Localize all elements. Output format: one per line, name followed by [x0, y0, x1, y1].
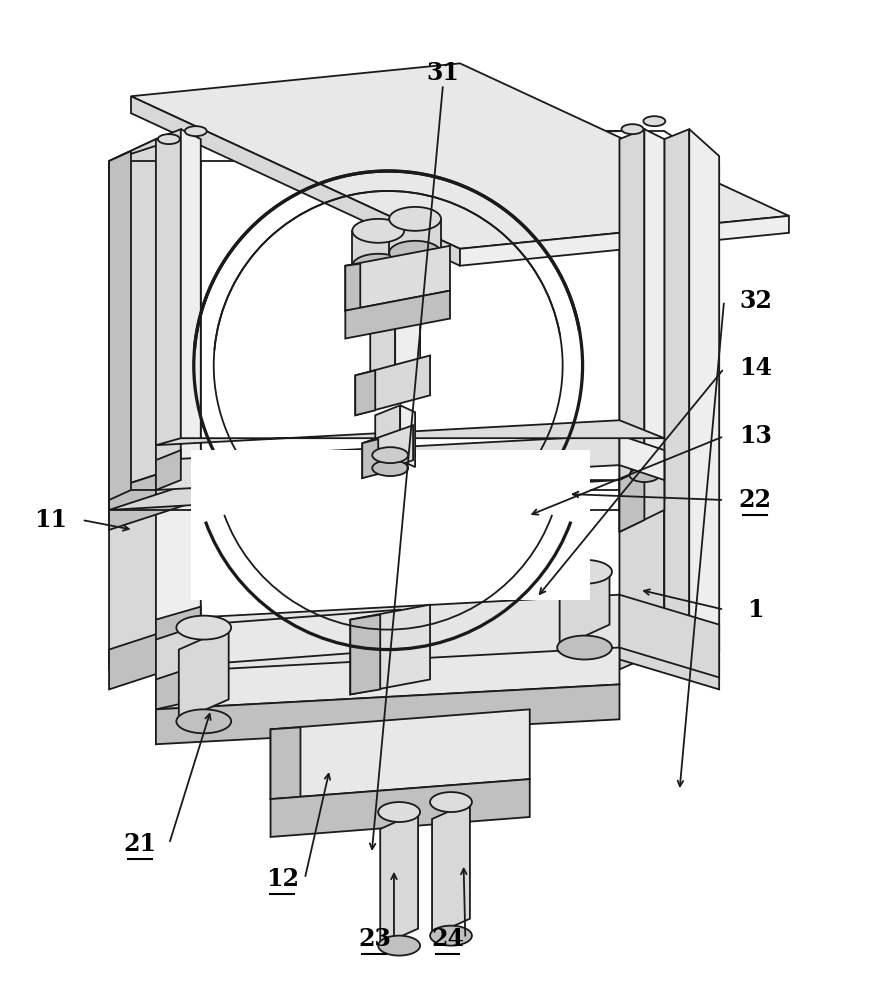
Ellipse shape: [557, 560, 611, 584]
Polygon shape: [663, 139, 719, 650]
Polygon shape: [389, 219, 441, 253]
Polygon shape: [619, 139, 663, 669]
Polygon shape: [432, 802, 469, 936]
Polygon shape: [270, 779, 529, 837]
Polygon shape: [460, 216, 788, 266]
Ellipse shape: [378, 802, 419, 822]
Ellipse shape: [372, 460, 408, 476]
Text: 13: 13: [738, 424, 771, 448]
Polygon shape: [355, 355, 430, 415]
Polygon shape: [109, 151, 131, 500]
Text: 12: 12: [266, 867, 299, 891]
Ellipse shape: [430, 792, 471, 812]
Ellipse shape: [352, 254, 404, 278]
Polygon shape: [619, 129, 644, 510]
Polygon shape: [109, 460, 200, 530]
Polygon shape: [619, 468, 644, 532]
Polygon shape: [200, 620, 619, 660]
Text: 21: 21: [123, 832, 156, 856]
Polygon shape: [345, 246, 450, 311]
Ellipse shape: [176, 709, 231, 733]
Polygon shape: [190, 450, 589, 600]
Polygon shape: [109, 620, 200, 689]
Polygon shape: [179, 628, 229, 721]
Ellipse shape: [620, 124, 643, 134]
Polygon shape: [355, 370, 375, 415]
Polygon shape: [156, 650, 200, 709]
Polygon shape: [370, 243, 395, 383]
Polygon shape: [644, 129, 663, 500]
Ellipse shape: [389, 207, 441, 231]
Polygon shape: [156, 139, 200, 669]
Text: 32: 32: [738, 289, 771, 313]
Polygon shape: [156, 684, 619, 744]
Ellipse shape: [372, 447, 408, 463]
Polygon shape: [156, 625, 200, 679]
Polygon shape: [559, 572, 609, 648]
Polygon shape: [619, 595, 719, 677]
Ellipse shape: [157, 134, 180, 144]
Polygon shape: [270, 709, 529, 799]
Text: 1: 1: [746, 598, 763, 622]
Polygon shape: [156, 607, 200, 672]
Text: 22: 22: [738, 488, 771, 512]
Polygon shape: [156, 420, 663, 445]
Polygon shape: [109, 480, 619, 510]
Ellipse shape: [352, 219, 404, 243]
Polygon shape: [156, 595, 619, 672]
Polygon shape: [345, 264, 360, 311]
Ellipse shape: [628, 448, 659, 462]
Polygon shape: [663, 129, 688, 650]
Polygon shape: [156, 129, 181, 500]
Text: 31: 31: [426, 61, 459, 85]
Polygon shape: [631, 455, 656, 475]
Ellipse shape: [185, 126, 207, 136]
Polygon shape: [109, 460, 619, 490]
Polygon shape: [375, 405, 400, 470]
Ellipse shape: [378, 936, 419, 956]
Ellipse shape: [643, 116, 664, 126]
Polygon shape: [350, 605, 430, 694]
Polygon shape: [156, 435, 619, 490]
Polygon shape: [619, 458, 663, 532]
Polygon shape: [400, 405, 415, 467]
Polygon shape: [688, 129, 719, 650]
Ellipse shape: [389, 241, 441, 265]
Polygon shape: [350, 615, 380, 694]
Polygon shape: [395, 243, 419, 383]
Polygon shape: [181, 129, 200, 500]
Polygon shape: [352, 231, 404, 266]
Polygon shape: [131, 63, 788, 249]
Ellipse shape: [557, 636, 611, 660]
Text: 11: 11: [34, 508, 67, 532]
Polygon shape: [156, 450, 181, 490]
Polygon shape: [109, 131, 619, 161]
Polygon shape: [345, 291, 450, 339]
Polygon shape: [156, 635, 619, 709]
Polygon shape: [270, 727, 300, 799]
Polygon shape: [362, 425, 413, 478]
Polygon shape: [362, 439, 378, 478]
Ellipse shape: [430, 926, 471, 946]
Text: 14: 14: [738, 356, 771, 380]
Polygon shape: [619, 620, 719, 689]
Polygon shape: [131, 96, 460, 266]
Ellipse shape: [176, 616, 231, 640]
Text: 23: 23: [358, 927, 391, 951]
Polygon shape: [200, 610, 400, 664]
Ellipse shape: [628, 468, 659, 482]
Polygon shape: [619, 435, 663, 480]
Polygon shape: [109, 139, 156, 669]
Text: 24: 24: [431, 927, 463, 951]
Polygon shape: [380, 812, 417, 946]
